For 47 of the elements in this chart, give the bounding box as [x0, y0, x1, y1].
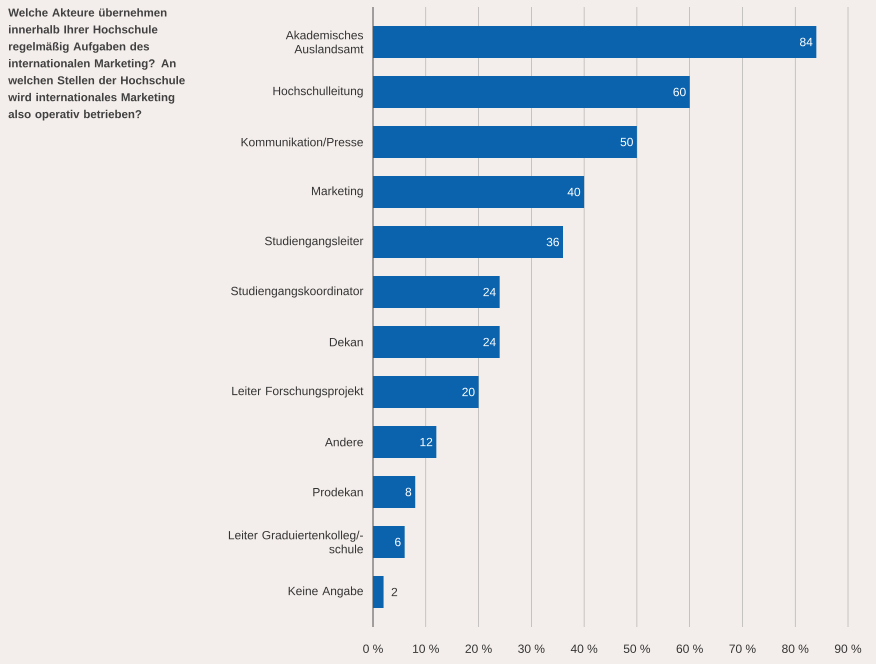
- y-tick-label: Studiengangskoordinator: [231, 286, 364, 298]
- data-label: 84: [800, 38, 812, 46]
- x-tick-label: 80 %: [782, 644, 808, 653]
- data-label: 50: [620, 138, 633, 146]
- bar: [373, 126, 637, 158]
- data-label: 36: [546, 238, 559, 246]
- y-tick-label: Leiter Graduiertenkolleg/-schule: [228, 530, 363, 554]
- bar: [373, 176, 584, 208]
- y-tick-label: Prodekan: [313, 488, 363, 496]
- data-label: 2: [392, 588, 398, 596]
- y-tick-label: Studiengangsleiter: [265, 236, 364, 248]
- y-tick-label: Marketing: [312, 186, 363, 198]
- x-tick-label: 60 %: [676, 644, 703, 653]
- data-label: 12: [420, 438, 432, 446]
- bar: [373, 276, 500, 308]
- bar: [373, 226, 564, 258]
- x-tick-label: 40 %: [570, 644, 598, 653]
- x-tick-label: 10 %: [413, 644, 439, 653]
- x-tick-label: 30 %: [518, 644, 545, 653]
- bar: [373, 76, 690, 108]
- data-label: 20: [462, 388, 475, 396]
- y-tick-label: Akademisches Auslandsamt: [286, 30, 364, 54]
- data-label: 24: [483, 288, 496, 296]
- y-tick-label: Hochschulleitung: [273, 86, 363, 98]
- bar: [373, 426, 436, 458]
- x-tick-label: 20 %: [466, 644, 492, 653]
- y-tick-label: Andere: [324, 438, 363, 446]
- bar: [373, 576, 384, 608]
- bar: [373, 526, 405, 558]
- x-tick-label: 70 %: [729, 644, 756, 653]
- y-tick-label: Leiter Forschungsprojekt: [232, 386, 364, 398]
- y-tick-label: Dekan: [330, 338, 363, 346]
- data-label: 60: [673, 88, 686, 96]
- data-label: 24: [483, 338, 496, 346]
- data-label: 6: [395, 538, 401, 546]
- data-label: 40: [568, 188, 580, 196]
- bar: [373, 376, 479, 408]
- bar: [373, 326, 500, 358]
- bar: [373, 26, 816, 58]
- y-tick-label: Keine Angabe: [288, 586, 363, 598]
- x-tick-label: 50 %: [624, 644, 650, 653]
- text: Welche Akteure übernehmen innerhalb Ihrer Hochschule regelmäßig Aufgaben des internationalen Marketing? An welchen Stellen der Hochschule wird internationales Marketing also operativ betrieben?: [8, 8, 185, 120]
- bar: [373, 476, 416, 508]
- data-label: 8: [406, 488, 412, 496]
- y-tick-label: Kommunikation/Presse: [242, 138, 363, 146]
- x-tick-label: 90 %: [834, 644, 862, 653]
- x-tick-label: 0 %: [363, 644, 383, 653]
